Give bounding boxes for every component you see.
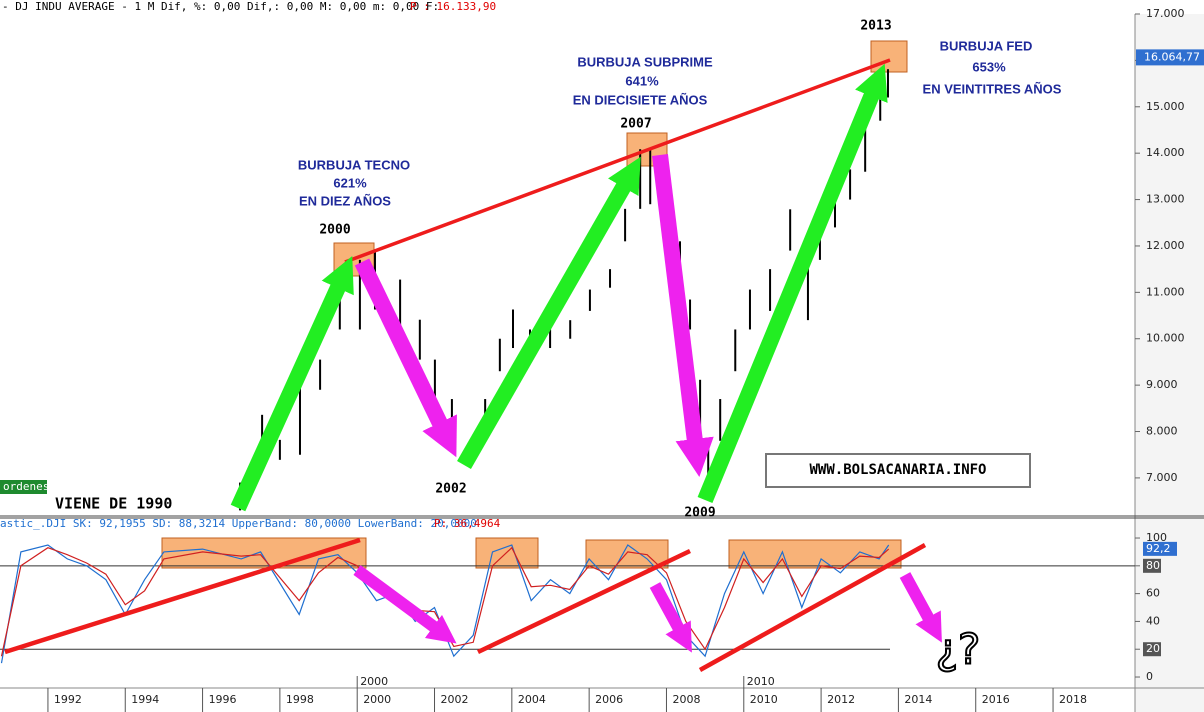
y-tick-label: 14.000 (1146, 146, 1185, 159)
x-tick-label: 1998 (286, 693, 314, 706)
band-tag (1143, 558, 1161, 573)
band-tag (1143, 642, 1161, 657)
band-label: 20 (1146, 642, 1160, 655)
y-tick-label: 10.000 (1146, 332, 1185, 345)
annotation: EN DIECISIETE AÑOS (573, 92, 708, 107)
orders-button[interactable] (0, 480, 47, 494)
trend-line (477, 548, 691, 655)
annotation: EN VEINTITRES AÑOS (923, 81, 1062, 96)
last-value-box (1136, 49, 1204, 66)
y-tick-label: 8.000 (1146, 425, 1178, 438)
arrow-down (652, 154, 714, 478)
arrow-up (697, 63, 888, 504)
annotation: 621% (333, 175, 367, 190)
x-tick-label: 2000 (363, 693, 391, 706)
x-tick-label: 1994 (131, 693, 159, 706)
year-label: 2013 (860, 19, 891, 34)
arrows (230, 63, 942, 653)
oscillator-line (0, 546, 890, 657)
trend-line (698, 543, 927, 672)
x-tick-label: 1996 (209, 693, 237, 706)
x-tick-label: 2014 (904, 693, 932, 706)
last-value-label: 16.064,77 (1144, 50, 1200, 63)
question-mark: ¿? (936, 625, 981, 674)
x-tick-label: 2002 (441, 693, 469, 706)
header-price: P : 16.133,90 (410, 0, 496, 13)
y-tick-label: 13.000 (1146, 193, 1185, 206)
orders-label[interactable]: ordenes (3, 480, 49, 493)
x-tick-label: 2018 (1059, 693, 1087, 706)
period-label: 2000 (360, 675, 388, 688)
arrow-down (353, 565, 457, 644)
y-tick-label: 0 (1146, 670, 1153, 683)
y-tick-label: 100 (1146, 531, 1167, 544)
oscillator-price: P: 36,4964 (434, 517, 501, 530)
highlight-box (585, 539, 669, 569)
x-tick-label: 2016 (982, 693, 1010, 706)
x-tick-label: 2008 (672, 693, 700, 706)
year-label: 2000 (319, 223, 350, 238)
y-axis-panel (1135, 14, 1204, 712)
arrow-down (899, 572, 942, 643)
site-label: WWW.BOLSACANARIA.INFO (809, 462, 986, 478)
last-value-box (1143, 541, 1177, 556)
oscillator-header: astic_.DJI SK: 92,1955 SD: 88,3214 Upper… (0, 517, 477, 530)
y-tick-label: 60 (1146, 587, 1160, 600)
annotation: BURBUJA TECNO (298, 157, 410, 172)
year-label: 2007 (620, 117, 651, 132)
x-tick-label: 2004 (518, 693, 546, 706)
annotation: EN DIEZ AÑOS (299, 193, 391, 208)
band-label: 80 (1146, 559, 1160, 572)
arrow-up (230, 255, 354, 512)
arrow-down (354, 258, 457, 458)
annotation: 653% (972, 59, 1006, 74)
annotation: 641% (625, 73, 659, 88)
origin-label: VIENE DE 1990 (55, 495, 172, 513)
period-label: 2010 (747, 675, 775, 688)
year-label: 2009 (684, 506, 715, 521)
y-tick-label: 17.000 (1146, 7, 1185, 20)
arrow-down (649, 582, 692, 653)
y-tick-label: 11.000 (1146, 285, 1185, 298)
highlight-box (870, 40, 908, 73)
x-tick-label: 2010 (750, 693, 778, 706)
y-tick-label: 15.000 (1146, 100, 1185, 113)
annotation: BURBUJA FED (940, 38, 1033, 53)
trend-line (4, 537, 361, 655)
oscillator-line (0, 544, 890, 664)
highlight-box (728, 539, 902, 569)
y-tick-label: 9.000 (1146, 378, 1178, 391)
y-tick-label: 7.000 (1146, 471, 1178, 484)
annotation: BURBUJA SUBPRIME (577, 54, 713, 69)
y-tick-label: 12.000 (1146, 239, 1185, 252)
x-tick-label: 1992 (54, 693, 82, 706)
year-label: 2002 (435, 482, 466, 497)
x-tick-label: 2006 (595, 693, 623, 706)
y-tick-label: 40 (1146, 614, 1160, 627)
site-box (765, 453, 1031, 488)
arrow-up (457, 156, 641, 469)
header-title: - DJ INDU AVERAGE - 1 M Dif, %: 0,00 Dif… (2, 0, 439, 13)
last-value-label: 92,2 (1146, 542, 1171, 555)
x-tick-label: 2012 (827, 693, 855, 706)
highlight-box (161, 537, 367, 569)
